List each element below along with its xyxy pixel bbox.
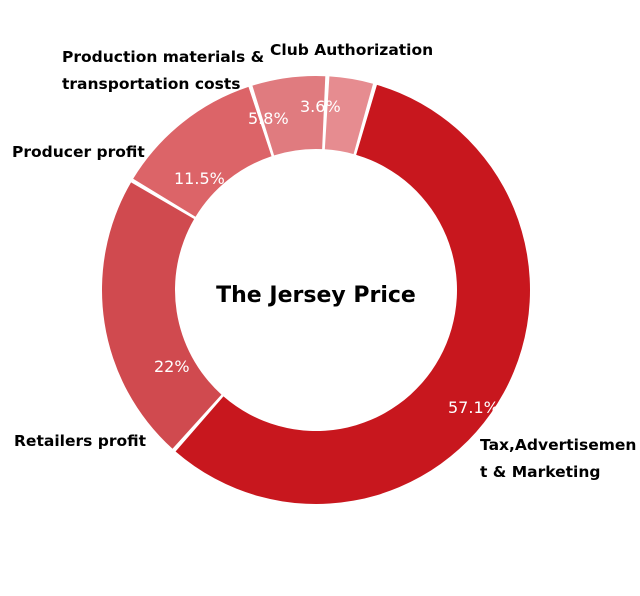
value-label-2: 11.5% [174,169,225,188]
category-label-2-line-0: Producer profit [12,143,145,161]
category-label-4-line-0: Club Authorization [270,41,433,59]
category-label-0-line-1: t & Marketing [480,463,601,481]
value-label-0: 57.1% [448,398,499,417]
category-label-0-line-0: Tax,Advertisemen [480,436,636,454]
slice-3 [252,76,326,156]
slice-0 [175,84,530,504]
donut-slices [102,76,530,504]
category-labels: Tax,Advertisemen t & Marketing Retailers p… [12,41,636,481]
value-label-3: 5.8% [248,109,289,128]
slice-4 [324,76,374,155]
slice-1 [102,182,222,449]
value-label-1: 22% [154,357,190,376]
value-labels: 57.1% 22% 11.5% 5.8% 3.6% [154,97,499,417]
slice-2 [133,86,272,217]
category-label-3-line-1: transportation costs [62,75,241,93]
category-label-1-line-0: Retailers profit [14,432,147,450]
category-label-3-line-0: Production materials & [62,48,264,66]
value-label-4: 3.6% [300,97,341,116]
chart-title: The Jersey Price [216,283,416,308]
